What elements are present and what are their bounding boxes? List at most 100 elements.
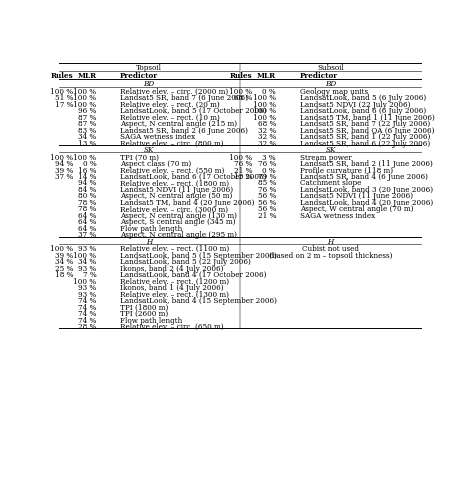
Text: 100 %: 100 % bbox=[50, 88, 73, 96]
Text: 14 %: 14 % bbox=[78, 173, 96, 181]
Text: 79 %: 79 % bbox=[258, 173, 276, 181]
Text: Landsat5 SR, band 4 (6 June 2006): Landsat5 SR, band 4 (6 June 2006) bbox=[300, 173, 428, 181]
Text: Cubist not used: Cubist not used bbox=[302, 245, 359, 253]
Text: Rules: Rules bbox=[51, 72, 73, 80]
Text: 16 %: 16 % bbox=[78, 166, 96, 174]
Text: 78 %: 78 % bbox=[78, 199, 96, 207]
Text: Landsat5 SR, band 7 (6 June 2006): Landsat5 SR, band 7 (6 June 2006) bbox=[120, 94, 248, 102]
Text: Landsat5 NDVI (11 June 2006): Landsat5 NDVI (11 June 2006) bbox=[300, 192, 413, 200]
Text: Predictor: Predictor bbox=[300, 72, 338, 80]
Text: Aspect, N central angle (130 m): Aspect, N central angle (130 m) bbox=[120, 212, 237, 220]
Text: 56 %: 56 % bbox=[258, 192, 276, 200]
Text: 76 %: 76 % bbox=[258, 186, 276, 194]
Text: Relative elev. – rect. (1800 m): Relative elev. – rect. (1800 m) bbox=[120, 179, 229, 187]
Text: Relative elev. – rect. (1100 m): Relative elev. – rect. (1100 m) bbox=[120, 245, 229, 253]
Text: 74 %: 74 % bbox=[78, 317, 96, 325]
Text: 0 %: 0 % bbox=[263, 166, 276, 174]
Text: Aspect, N central angle (50 m): Aspect, N central angle (50 m) bbox=[120, 192, 233, 200]
Text: 78 %: 78 % bbox=[78, 205, 96, 213]
Text: 100 %: 100 % bbox=[73, 94, 96, 102]
Text: 100 %: 100 % bbox=[253, 107, 276, 115]
Text: Aspect, N central angle (295 m): Aspect, N central angle (295 m) bbox=[120, 231, 237, 239]
Text: H: H bbox=[327, 238, 334, 246]
Text: 94 %: 94 % bbox=[55, 160, 73, 168]
Text: 18 %: 18 % bbox=[54, 271, 73, 279]
Text: SK: SK bbox=[144, 146, 154, 154]
Text: Landsat5 SR, band QA (6 June 2006): Landsat5 SR, band QA (6 June 2006) bbox=[300, 127, 434, 135]
Text: Profile curvature (118 m): Profile curvature (118 m) bbox=[300, 166, 393, 174]
Text: Aspect, W central angle (70 m): Aspect, W central angle (70 m) bbox=[300, 205, 413, 213]
Text: LandsatLook, band 5 (17 October 2006): LandsatLook, band 5 (17 October 2006) bbox=[120, 107, 267, 115]
Text: 32 %: 32 % bbox=[258, 127, 276, 135]
Text: 76 %: 76 % bbox=[234, 160, 253, 168]
Text: 100 %: 100 % bbox=[50, 245, 73, 253]
Text: Relative elev. – rect. (1200 m): Relative elev. – rect. (1200 m) bbox=[120, 278, 229, 286]
Text: 0 %: 0 % bbox=[83, 160, 96, 168]
Text: 93 %: 93 % bbox=[78, 291, 96, 299]
Text: 93 %: 93 % bbox=[78, 284, 96, 292]
Text: LandsatLook, band 6 (6 July 2006): LandsatLook, band 6 (6 July 2006) bbox=[300, 107, 426, 115]
Text: 87 %: 87 % bbox=[78, 114, 96, 122]
Text: 34 %: 34 % bbox=[78, 133, 96, 141]
Text: Predictor: Predictor bbox=[120, 72, 158, 80]
Text: Ikonos, band 2 (4 July 2006): Ikonos, band 2 (4 July 2006) bbox=[120, 265, 224, 273]
Text: 96 %: 96 % bbox=[78, 107, 96, 115]
Text: Relative elev. – rect. (1300 m): Relative elev. – rect. (1300 m) bbox=[120, 291, 229, 299]
Text: 83 %: 83 % bbox=[78, 127, 96, 135]
Text: Ikonos, band 1 (4 July 2006): Ikonos, band 1 (4 July 2006) bbox=[120, 284, 224, 292]
Text: Flow path length: Flow path length bbox=[120, 225, 183, 233]
Text: 100 %: 100 % bbox=[253, 114, 276, 122]
Text: Landsat5 TM, band 4 (20 June 2006): Landsat5 TM, band 4 (20 June 2006) bbox=[120, 199, 255, 207]
Text: 93 %: 93 % bbox=[78, 245, 96, 253]
Text: 100 %: 100 % bbox=[229, 154, 253, 162]
Text: 34 %: 34 % bbox=[55, 258, 73, 266]
Text: 15 %: 15 % bbox=[234, 173, 253, 181]
Text: (based on 2 m – topsoil thickness): (based on 2 m – topsoil thickness) bbox=[269, 252, 392, 260]
Text: Landsat5 NDVI (22 July 2006): Landsat5 NDVI (22 July 2006) bbox=[300, 101, 410, 109]
Text: Rules: Rules bbox=[230, 72, 253, 80]
Text: 37 %: 37 % bbox=[55, 173, 73, 181]
Text: 100 %: 100 % bbox=[73, 154, 96, 162]
Text: LandsatLook, band 4 (20 June 2006): LandsatLook, band 4 (20 June 2006) bbox=[300, 199, 433, 207]
Text: Stream power: Stream power bbox=[300, 154, 351, 162]
Text: 17 %: 17 % bbox=[54, 101, 73, 109]
Text: 87 %: 87 % bbox=[78, 120, 96, 128]
Text: Geology map units: Geology map units bbox=[300, 88, 368, 96]
Text: Landsat5 SR, band 2 (11 June 2006): Landsat5 SR, band 2 (11 June 2006) bbox=[300, 160, 432, 168]
Text: 51 %: 51 % bbox=[54, 94, 73, 102]
Text: Relative elev. – rect. (550 m): Relative elev. – rect. (550 m) bbox=[120, 166, 225, 174]
Text: SK: SK bbox=[325, 146, 336, 154]
Text: 56 %: 56 % bbox=[258, 199, 276, 207]
Text: 56 %: 56 % bbox=[258, 205, 276, 213]
Text: 80 %: 80 % bbox=[78, 192, 96, 200]
Text: Subsoil: Subsoil bbox=[317, 64, 344, 72]
Text: 32 %: 32 % bbox=[258, 133, 276, 141]
Text: LandsatLook, band 5 (15 September 2006): LandsatLook, band 5 (15 September 2006) bbox=[120, 252, 277, 260]
Text: 100 %: 100 % bbox=[73, 252, 96, 260]
Text: 37 %: 37 % bbox=[78, 231, 96, 239]
Text: 21 %: 21 % bbox=[257, 212, 276, 220]
Text: 34 %: 34 % bbox=[78, 258, 96, 266]
Text: 74 %: 74 % bbox=[78, 310, 96, 318]
Text: 25 %: 25 % bbox=[55, 265, 73, 273]
Text: Relative elev. – circ. (800 m): Relative elev. – circ. (800 m) bbox=[120, 140, 224, 148]
Text: Topsoil: Topsoil bbox=[136, 64, 162, 72]
Text: 100 %: 100 % bbox=[73, 88, 96, 96]
Text: 100 %: 100 % bbox=[253, 94, 276, 102]
Text: 94 %: 94 % bbox=[78, 179, 96, 187]
Text: MLR: MLR bbox=[257, 72, 276, 80]
Text: BD: BD bbox=[325, 81, 336, 89]
Text: 32 %: 32 % bbox=[258, 140, 276, 148]
Text: Relative elev. – circ. (650 m): Relative elev. – circ. (650 m) bbox=[120, 323, 224, 331]
Text: Landsat5 NDVI (11 June 2006): Landsat5 NDVI (11 June 2006) bbox=[120, 186, 233, 194]
Text: LandsatLook, band 3 (20 June 2006): LandsatLook, band 3 (20 June 2006) bbox=[300, 186, 433, 194]
Text: Relative elev. – circ. (3000 m): Relative elev. – circ. (3000 m) bbox=[120, 205, 228, 213]
Text: LandsatLook, band 5 (22 July 2006): LandsatLook, band 5 (22 July 2006) bbox=[120, 258, 251, 266]
Text: 39 %: 39 % bbox=[55, 252, 73, 260]
Text: Aspect, S central angle (345 m): Aspect, S central angle (345 m) bbox=[120, 218, 236, 226]
Text: 64 %: 64 % bbox=[78, 225, 96, 233]
Text: 85 %: 85 % bbox=[258, 179, 276, 187]
Text: Landsat5 SR, band 1 (22 July 2006): Landsat5 SR, band 1 (22 July 2006) bbox=[300, 133, 430, 141]
Text: LandsatLook, band 4 (17 October 2006): LandsatLook, band 4 (17 October 2006) bbox=[120, 271, 267, 279]
Text: 74 %: 74 % bbox=[78, 297, 96, 305]
